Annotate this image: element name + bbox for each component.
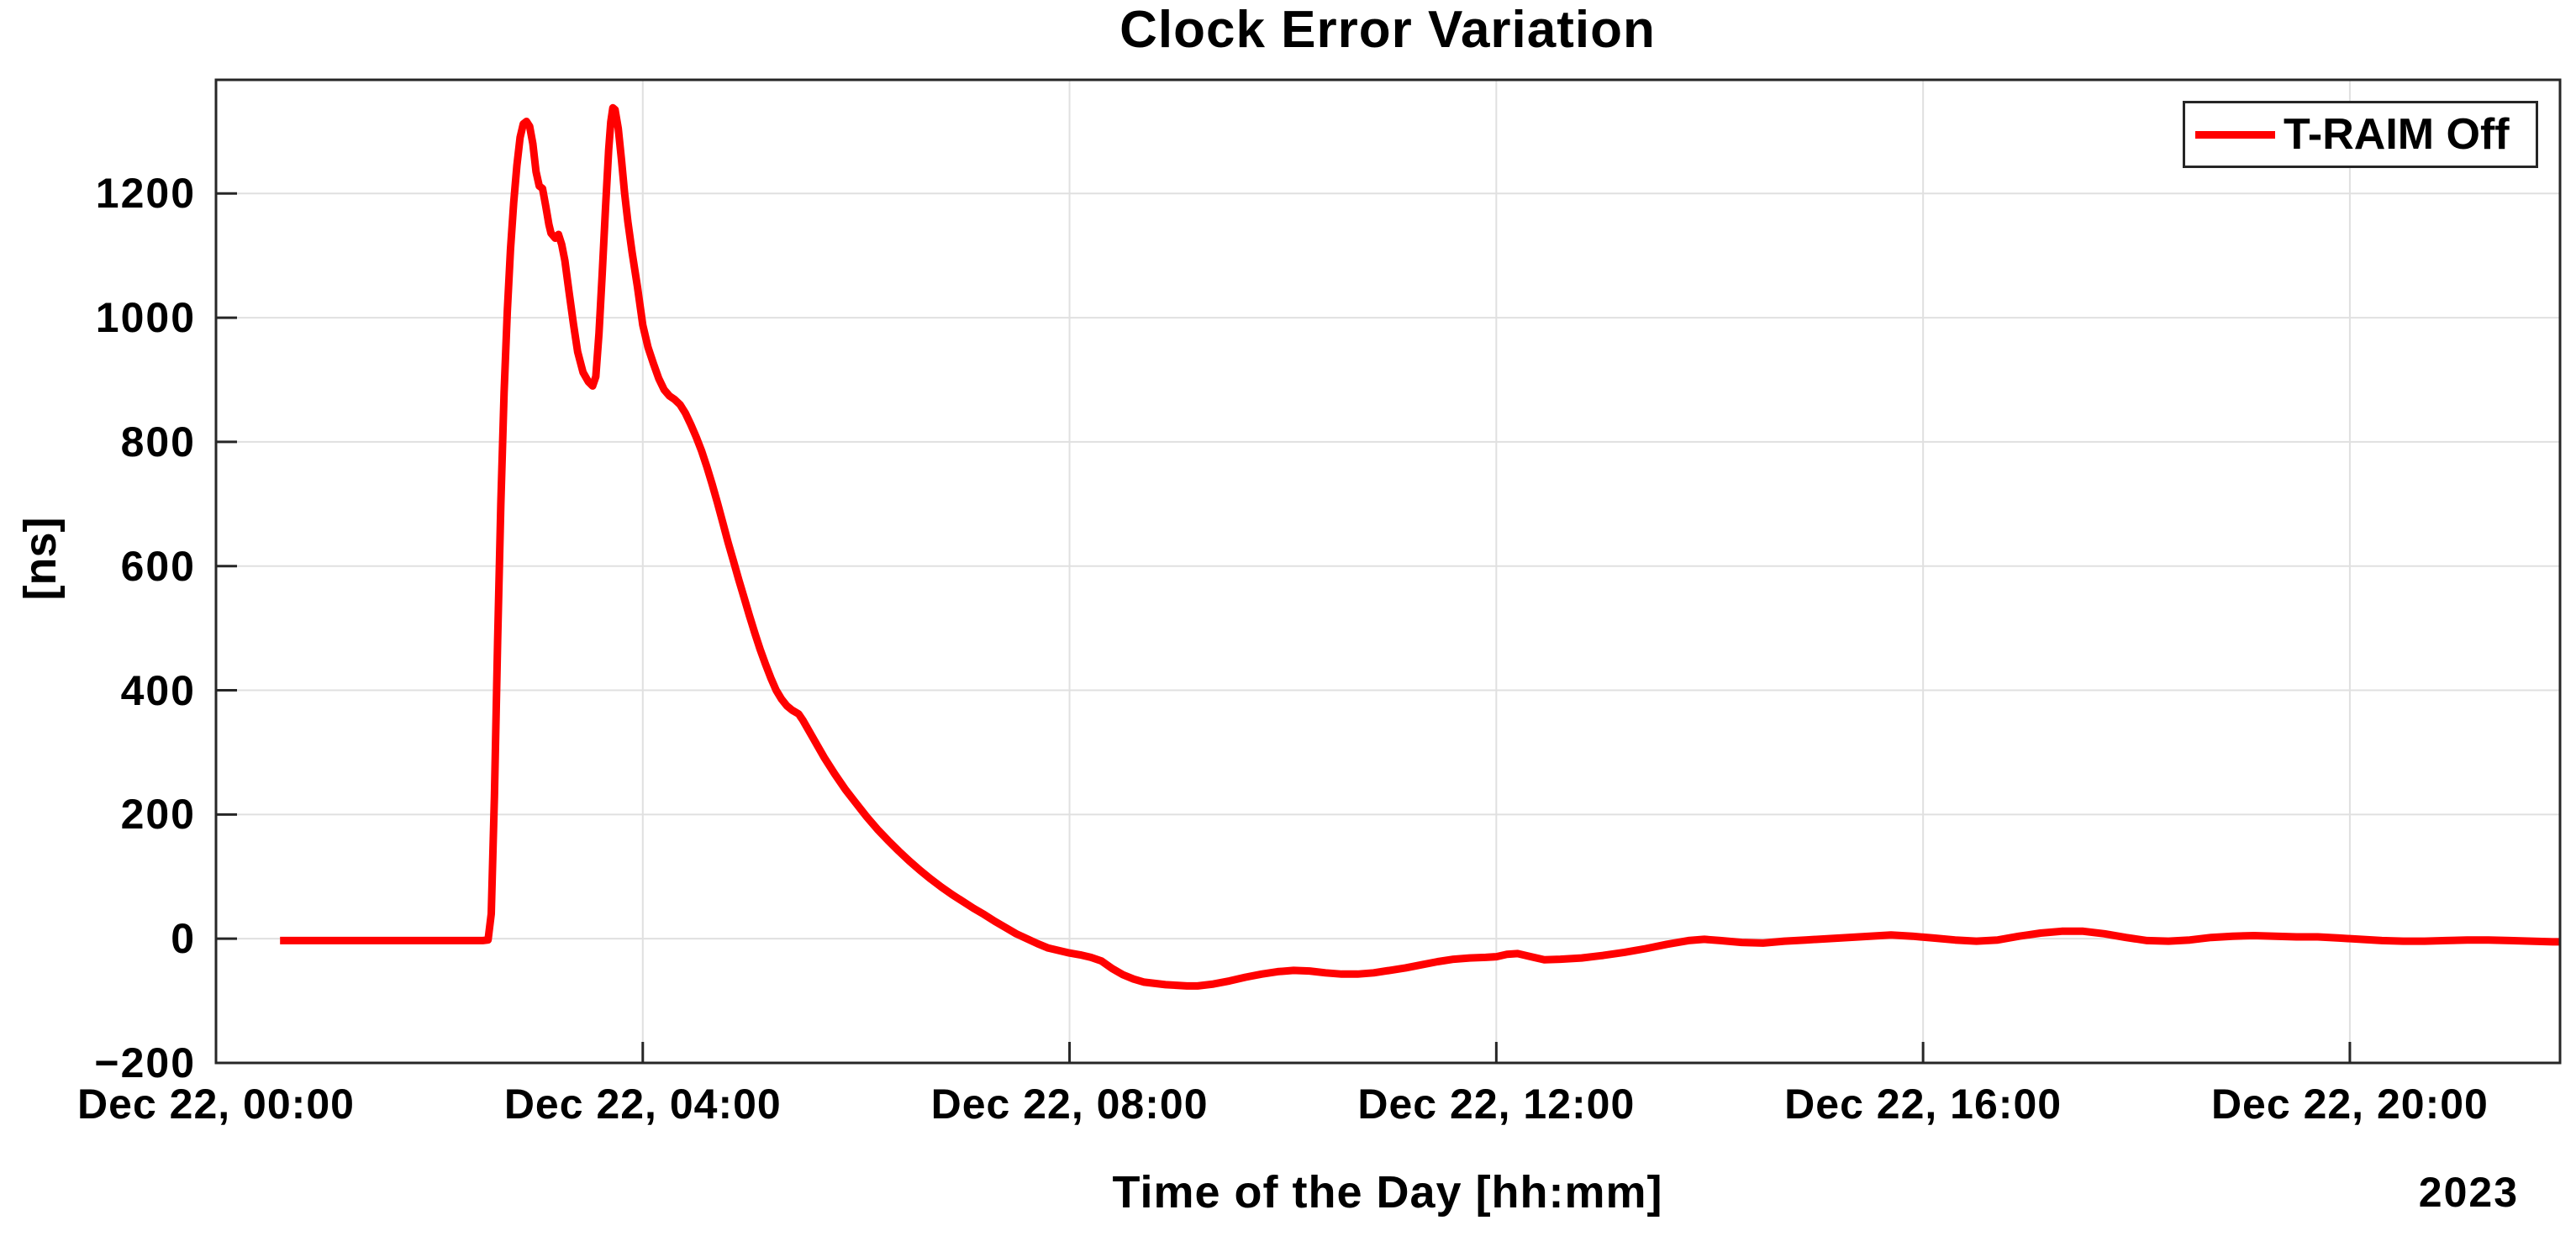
x-tick-label: Dec 22, 08:00 xyxy=(930,1081,1209,1128)
axis-box xyxy=(214,78,2562,1065)
x-axis-label: Time of the Day [hh:mm] xyxy=(1112,1167,1663,1218)
y-tick-label: −200 xyxy=(94,1039,196,1086)
x-tick-label: Dec 22, 12:00 xyxy=(1357,1081,1636,1128)
y-tick-label: 400 xyxy=(120,666,196,714)
y-tick-label: 1000 xyxy=(95,294,196,342)
y-tick-label: 0 xyxy=(171,915,196,963)
x-tick-label: Dec 22, 16:00 xyxy=(1784,1081,2062,1128)
y-tick-label: 200 xyxy=(120,791,196,839)
x-tick-label: Dec 22, 20:00 xyxy=(2210,1081,2489,1128)
series-line-t-raim-off xyxy=(280,103,2560,990)
x-tick-label: Dec 22, 04:00 xyxy=(503,1081,782,1128)
legend-line-swatch-icon xyxy=(2195,130,2275,139)
y-tick-label: 600 xyxy=(120,542,196,590)
y-tick-label: 800 xyxy=(120,418,196,465)
legend-box: T-RAIM Off xyxy=(2183,101,2538,168)
y-tick-label: 1200 xyxy=(95,170,196,218)
legend-entry-label: T-RAIM Off xyxy=(2284,110,2510,159)
chart-title: Clock Error Variation xyxy=(1119,1,1656,59)
x-axis-secondary-year-label: 2023 xyxy=(2418,1169,2519,1216)
x-tick-label: Dec 22, 00:00 xyxy=(77,1081,355,1128)
